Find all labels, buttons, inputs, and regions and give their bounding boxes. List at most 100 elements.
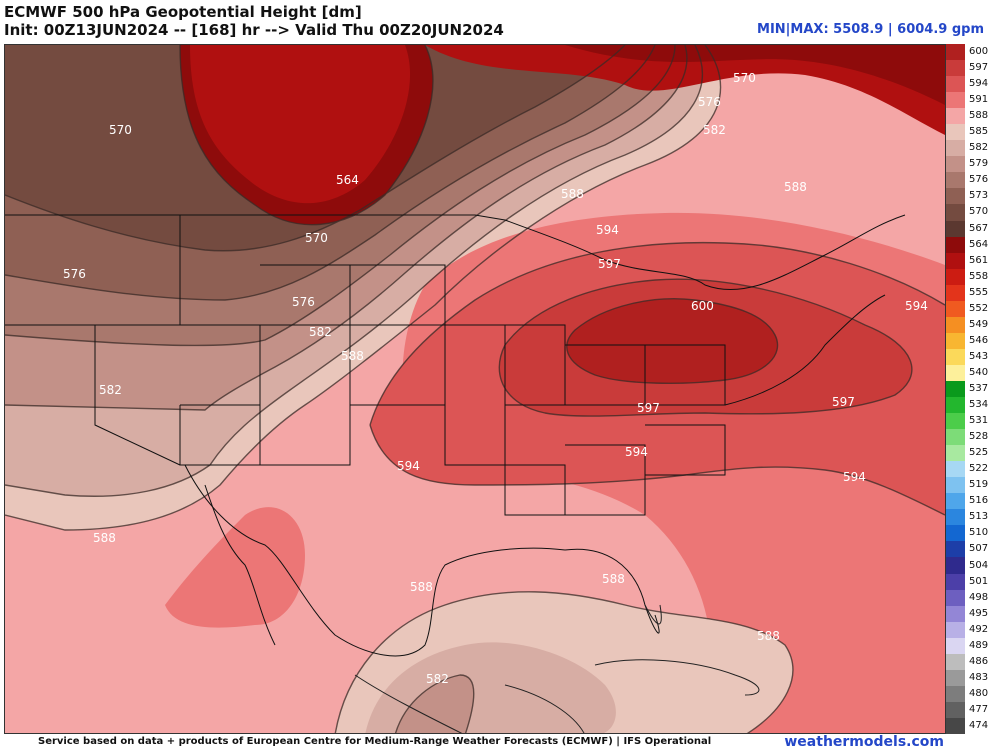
contour-label: 594: [905, 299, 928, 313]
field-591-sw: [165, 507, 305, 628]
colorbar-tick-label: 573: [969, 190, 989, 202]
field-579-south: [395, 675, 474, 733]
colorbar-swatch: [946, 44, 965, 61]
colorbar-swatch: [946, 541, 965, 558]
colorbar-tick-label: 525: [969, 447, 989, 459]
colorbar-swatch: [946, 348, 965, 366]
colorbar-swatch: [946, 509, 965, 526]
map-subtitle: Init: 00Z13JUN2024 -- [168] hr --> Valid…: [4, 21, 504, 39]
colorbar-swatch: [946, 300, 965, 318]
colorbar-tick-label: 591: [969, 94, 989, 106]
colorbar-tick-label: 567: [969, 222, 989, 234]
contour-label: 582: [99, 383, 122, 397]
colorbar-swatch: [946, 557, 965, 575]
colorbar-tick-label: 531: [969, 415, 989, 427]
contour-label: 594: [625, 445, 648, 459]
colorbar-swatch: [946, 380, 965, 398]
min-max-readout: MIN|MAX: 5508.9 | 6004.9 gpm: [757, 22, 984, 37]
contour-label: 594: [596, 223, 619, 237]
colorbar-tick-label: 513: [969, 511, 989, 523]
colorbar-swatch: [946, 461, 965, 478]
colorbar-tick-label: 549: [969, 318, 989, 330]
colorbar-tick-label: 546: [969, 334, 989, 346]
colorbar-swatch: [946, 493, 965, 510]
colorbar-tick-label: 516: [969, 495, 989, 507]
colorbar-swatch: [946, 268, 965, 286]
colorbar-tick-label: 483: [969, 671, 989, 683]
contour-label: 588: [561, 187, 584, 201]
colorbar-swatch: [946, 573, 965, 591]
colorbar-tick-label: 477: [969, 703, 989, 715]
colorbar-swatch: [946, 685, 965, 703]
colorbar-swatch: [946, 653, 965, 671]
colorbar-swatch: [946, 589, 965, 607]
colorbar-swatch: [946, 332, 965, 350]
colorbar-swatch: [946, 397, 965, 414]
colorbar-tick-label: 540: [969, 366, 989, 378]
colorbar-swatch: [946, 124, 965, 141]
colorbar-tick-label: 528: [969, 431, 989, 443]
colorbar-swatch: [946, 525, 965, 542]
contour-label: 588: [410, 580, 433, 594]
data-credit: Service based on data + products of Euro…: [38, 736, 712, 747]
brand-link[interactable]: weathermodels.com: [784, 734, 944, 750]
contour-label: 588: [93, 531, 116, 545]
contour-label: 576: [292, 295, 315, 309]
colorbar-tick-label: 564: [969, 238, 989, 250]
contour-label: 594: [397, 459, 420, 473]
colorbar-swatch: [946, 188, 965, 205]
colorbar-tick-label: 486: [969, 655, 989, 667]
colorbar-swatch: [946, 413, 965, 430]
colorbar-tick-label: 585: [969, 126, 989, 138]
colorbar-tick-label: 480: [969, 687, 989, 699]
field-564: [190, 45, 411, 204]
colorbar-tick-label: 543: [969, 350, 989, 362]
colorbar-swatch: [946, 76, 965, 93]
colorbar-tick-label: 492: [969, 623, 989, 635]
contour-label: 588: [784, 180, 807, 194]
colorbar-tick-label: 489: [969, 639, 989, 651]
contour-label: 582: [703, 123, 726, 137]
colorbar-tick-label: 558: [969, 270, 989, 282]
colorbar-tick-label: 552: [969, 302, 989, 314]
colorbar-tick-label: 576: [969, 174, 989, 186]
colorbar-tick-label: 555: [969, 286, 989, 298]
colorbar-tick-label: 522: [969, 463, 989, 475]
colorbar-tick-label: 474: [969, 719, 989, 731]
colorbar-tick-label: 570: [969, 206, 989, 218]
contour-label: 570: [305, 231, 328, 245]
field-northeast-low: [425, 45, 945, 135]
colorbar-tick-label: 594: [969, 78, 989, 90]
colorbar-swatch: [946, 220, 965, 238]
contour-label: 576: [63, 267, 86, 281]
colorbar-swatch: [946, 701, 965, 719]
colorbar-swatch: [946, 717, 965, 735]
footer: Service based on data + products of Euro…: [0, 734, 1000, 750]
colorbar-tick-label: 582: [969, 142, 989, 154]
field-northeast-low-core: [565, 45, 945, 105]
colorbar-tick-label: 498: [969, 591, 989, 603]
colorbar-swatch: [946, 156, 965, 173]
contour-label: 570: [109, 123, 132, 137]
contour-label: 597: [832, 395, 855, 409]
contour-label: 597: [637, 401, 660, 415]
colorbar-swatch: [946, 140, 965, 157]
contour-label: 588: [341, 349, 364, 363]
contour-label: 594: [843, 470, 866, 484]
colorbar-tick-label: 597: [969, 62, 989, 74]
political-borders: [5, 214, 906, 657]
colorbar: 600 597 594 591 588 585 582 579 576 573 570 567 564 5…: [946, 44, 1000, 735]
map-canvas: 570 570 570 564 576 576 576 582 582 582 …: [5, 45, 945, 733]
colorbar-swatch: [946, 108, 965, 125]
contour-label: 582: [426, 672, 449, 686]
colorbar-swatch: [946, 252, 965, 270]
header: ECMWF 500 hPa Geopotential Height [dm] I…: [0, 0, 1000, 44]
colorbar-swatch: [946, 92, 965, 109]
colorbar-tick-label: 501: [969, 575, 989, 587]
colorbar-swatch: [946, 316, 965, 334]
map-title: ECMWF 500 hPa Geopotential Height [dm]: [4, 3, 362, 21]
contour-label: 564: [336, 173, 359, 187]
height-map: 570 570 570 564 576 576 576 582 582 582 …: [4, 44, 946, 734]
colorbar-tick-label: 510: [969, 527, 989, 539]
contour-label: 588: [757, 629, 780, 643]
